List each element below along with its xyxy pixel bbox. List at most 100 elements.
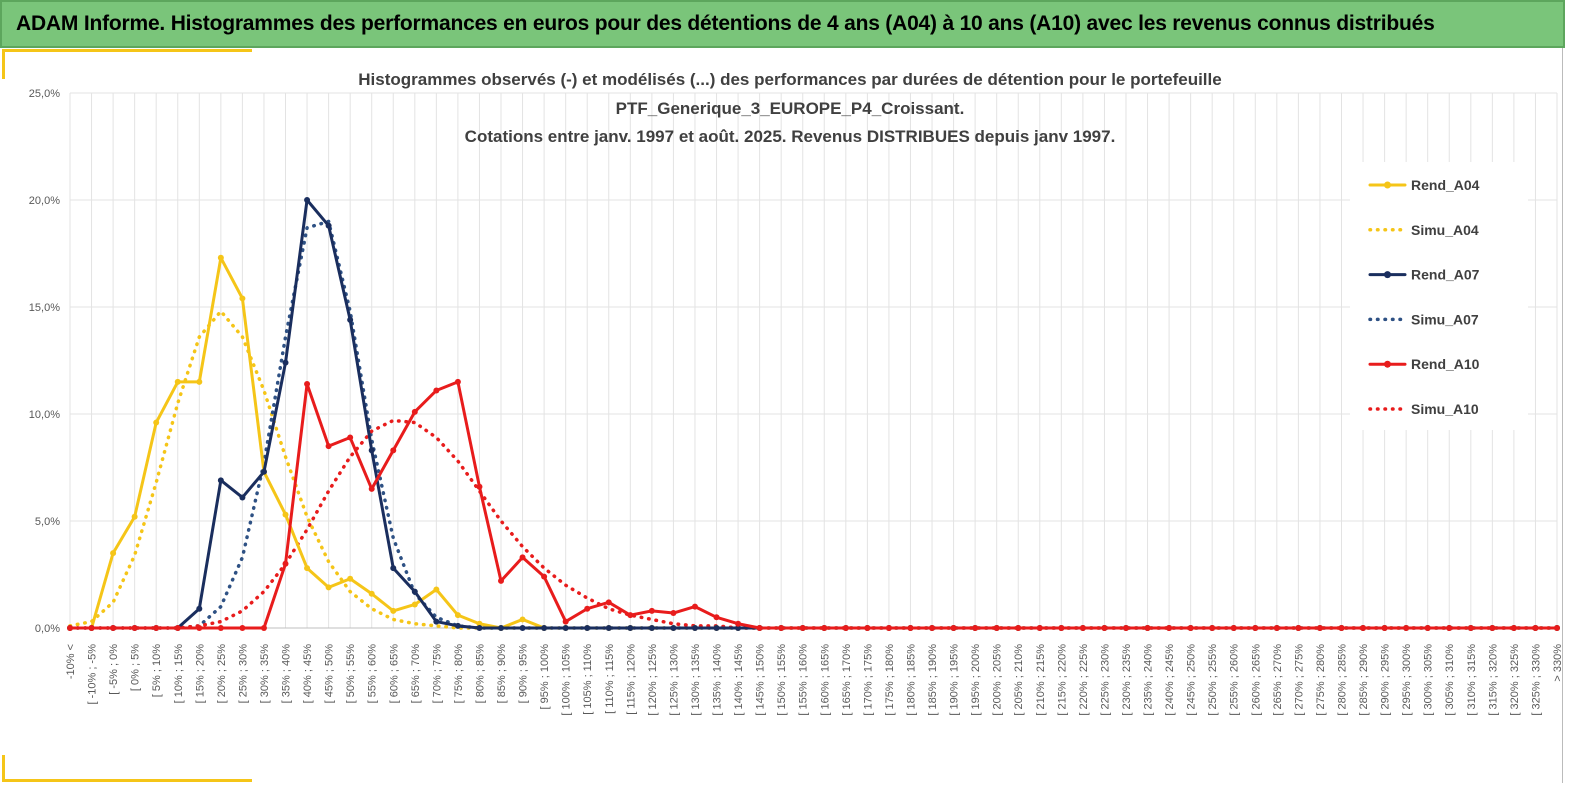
data-point xyxy=(993,625,1000,631)
data-point xyxy=(1036,625,1043,631)
data-point xyxy=(907,625,914,631)
data-point xyxy=(304,381,311,388)
legend-label: Simu_A04 xyxy=(1411,222,1479,238)
data-point xyxy=(713,614,720,621)
series-line-simu-a04 xyxy=(68,309,1559,630)
x-tick-label: [ 40% ; 45% xyxy=(302,644,314,704)
data-point xyxy=(1122,625,1129,631)
series-line-rend-a10 xyxy=(68,380,1559,630)
data-point xyxy=(153,625,160,631)
x-tick-label: [ 270% ; 275% xyxy=(1293,644,1305,716)
x-tick-label: [ 0% ; 5% xyxy=(130,644,142,691)
x-tick-label: [ 30% ; 35% xyxy=(259,644,271,704)
x-tick-label: [ 165% ; 170% xyxy=(841,644,853,716)
data-point xyxy=(411,408,418,415)
legend-marker xyxy=(1384,271,1391,279)
data-point xyxy=(325,222,332,229)
x-tick-label: [ 280% ; 285% xyxy=(1336,644,1348,716)
data-point xyxy=(627,625,634,631)
data-point xyxy=(174,625,181,631)
data-point xyxy=(174,378,181,385)
chart-title: Histogrammes observés (-) et modélisés (… xyxy=(320,66,1260,152)
x-tick-label: [ 255% ; 260% xyxy=(1229,644,1241,716)
x-tick-label: [ 225% ; 230% xyxy=(1099,644,1111,716)
x-tick-label: [ 50% ; 55% xyxy=(345,644,357,704)
x-tick-label: [ 65% ; 70% xyxy=(410,644,422,704)
data-point xyxy=(519,625,526,631)
data-point xyxy=(454,612,461,619)
data-point xyxy=(282,359,289,366)
y-tick-label: 20,0% xyxy=(29,195,60,207)
x-tick-label: [ 215% ; 220% xyxy=(1056,644,1068,716)
frame-accent-bottom xyxy=(2,779,252,782)
x-tick-label: [ 250% ; 255% xyxy=(1207,644,1219,716)
data-point xyxy=(347,434,354,441)
y-tick-label: 15,0% xyxy=(29,302,60,314)
chart-title-line-3: Cotations entre janv. 1997 et août. 2025… xyxy=(464,127,1116,146)
data-point xyxy=(584,605,591,612)
x-tick-label: -10% < xyxy=(65,644,77,679)
data-point xyxy=(347,316,354,323)
x-tick-label: [ 125% ; 130% xyxy=(668,644,680,716)
data-point xyxy=(498,577,505,584)
data-point xyxy=(799,625,806,631)
data-point xyxy=(670,610,677,617)
x-tick-label: [ 285% ; 290% xyxy=(1358,644,1370,716)
x-tick-label: [ 210% ; 215% xyxy=(1035,644,1047,716)
data-point xyxy=(950,625,957,631)
x-tick-label: [ 265% ; 270% xyxy=(1272,644,1284,716)
data-point xyxy=(304,565,311,572)
data-point xyxy=(1079,625,1086,631)
data-point xyxy=(1316,625,1323,631)
report-banner: ADAM Informe. Histogrammes des performan… xyxy=(0,0,1565,48)
x-tick-label: [ 15% ; 20% xyxy=(194,644,206,704)
data-point xyxy=(476,483,483,490)
x-tick-label: [ 180% ; 185% xyxy=(905,644,917,716)
x-tick-label: [ 150% ; 155% xyxy=(776,644,788,716)
data-point xyxy=(88,625,95,631)
x-tick-label: [ 220% ; 225% xyxy=(1078,644,1090,716)
data-point xyxy=(735,625,742,631)
x-tick-label: [ -10% ; -5% xyxy=(87,644,99,705)
data-point xyxy=(1273,625,1280,631)
data-point xyxy=(304,197,311,203)
x-tick-label: [ 5% ; 10% xyxy=(151,644,163,697)
x-tick-label: [ 75% ; 80% xyxy=(453,644,465,704)
data-point xyxy=(821,625,828,631)
data-point xyxy=(519,554,526,561)
data-point xyxy=(476,625,483,631)
data-point xyxy=(1510,625,1517,631)
data-point xyxy=(1015,625,1022,631)
y-tick-label: 0,0% xyxy=(35,623,60,635)
data-point xyxy=(411,601,418,608)
x-tick-label: [ 195% ; 200% xyxy=(970,644,982,716)
x-tick-label: [ 175% ; 180% xyxy=(884,644,896,716)
data-point xyxy=(627,612,634,619)
legend-box xyxy=(1350,162,1528,430)
x-tick-label: [ 35% ; 40% xyxy=(281,644,293,704)
y-tick-label: 10,0% xyxy=(29,409,60,421)
data-point xyxy=(390,607,397,614)
x-tick-label: [ 95% ; 100% xyxy=(539,644,551,710)
data-point xyxy=(368,590,375,597)
x-tick-label: [ 105% ; 110% xyxy=(582,644,594,715)
data-point xyxy=(196,378,203,385)
x-tick-label: [ 310% ; 315% xyxy=(1466,644,1478,716)
x-tick-label: [ 70% ; 75% xyxy=(431,644,443,704)
x-tick-label: [ 315% ; 320% xyxy=(1487,644,1499,716)
data-point xyxy=(1252,625,1259,631)
chart-title-line-2: PTF_Generique_3_EUROPE_P4_Croissant. xyxy=(615,98,965,118)
data-point xyxy=(541,573,548,580)
data-point xyxy=(1166,625,1173,631)
x-tick-label: [ 295% ; 300% xyxy=(1401,644,1413,716)
data-point xyxy=(1101,625,1108,631)
data-point xyxy=(562,618,569,625)
legend-label: Simu_A07 xyxy=(1411,311,1479,327)
data-point xyxy=(433,586,440,593)
data-point xyxy=(691,625,698,631)
data-point xyxy=(605,599,612,606)
data-point xyxy=(972,625,979,631)
x-tick-label: [ 300% ; 305% xyxy=(1423,644,1435,716)
data-point xyxy=(390,565,397,572)
